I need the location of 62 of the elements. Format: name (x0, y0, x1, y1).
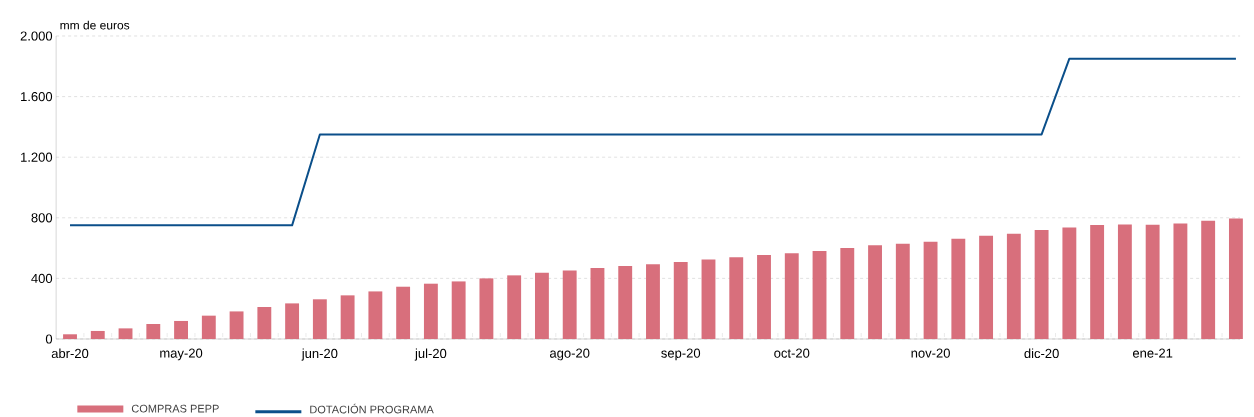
bar (423, 283, 438, 339)
bar (174, 320, 188, 339)
x-tick-label: jun-20 (301, 348, 338, 361)
bar (451, 281, 466, 339)
x-tick-label: nov-20 (911, 348, 950, 358)
bar (1006, 233, 1021, 339)
bar (590, 268, 605, 339)
bar (979, 235, 994, 339)
bar (201, 315, 216, 339)
x-tick-label: abr-20 (51, 348, 89, 359)
bar (534, 272, 549, 339)
x-tick-label: oct-20 (774, 348, 810, 358)
bar (562, 270, 577, 339)
bar (1173, 223, 1188, 339)
y-tick-label: 1.600 (21, 91, 53, 102)
bar (146, 323, 161, 339)
bar (229, 311, 244, 339)
bar (923, 241, 938, 339)
bar (90, 330, 105, 339)
bar (812, 251, 827, 339)
legend-label: DOTACIÓN PROGRAMA (310, 403, 434, 414)
bar (951, 238, 966, 339)
bar (868, 245, 882, 339)
bar (1228, 218, 1243, 339)
bar (701, 259, 716, 339)
bar (1117, 224, 1132, 339)
bar (729, 257, 744, 339)
bar (507, 275, 522, 339)
x-tick-label: dic-20 (1024, 348, 1059, 359)
bar (895, 243, 910, 339)
bar (479, 278, 494, 339)
y-axis-title: mm de euros (60, 20, 130, 30)
x-tick-label: sep-20 (661, 348, 701, 361)
bar (118, 328, 133, 339)
y-tick-label: 2.000 (20, 31, 53, 41)
x-tick-label: ene-21 (1132, 348, 1173, 358)
bar (340, 295, 355, 339)
x-tick-label: jul-20 (414, 348, 447, 361)
bar (396, 286, 411, 339)
bar (368, 291, 383, 339)
bar (1201, 220, 1216, 339)
bar (257, 307, 272, 339)
y-tick-label: 400 (31, 273, 53, 283)
bar (618, 266, 633, 339)
y-tick-label: 1.200 (21, 152, 53, 162)
y-tick-label: 800 (31, 213, 53, 223)
bar (1090, 225, 1105, 339)
legend-label: COMPRAS PEPP (131, 404, 219, 413)
bar (1034, 230, 1049, 339)
bar (63, 334, 77, 339)
x-tick-label: may-20 (160, 348, 203, 361)
bar (285, 303, 300, 339)
bar (1062, 227, 1077, 339)
bar (646, 264, 660, 339)
bar (840, 248, 855, 339)
bar (673, 261, 688, 339)
bar (312, 299, 327, 339)
bar (784, 253, 799, 339)
bar (757, 254, 771, 339)
x-tick-label: ago-20 (550, 348, 590, 361)
bar (1145, 224, 1160, 339)
y-tick-label: 0 (45, 334, 53, 344)
